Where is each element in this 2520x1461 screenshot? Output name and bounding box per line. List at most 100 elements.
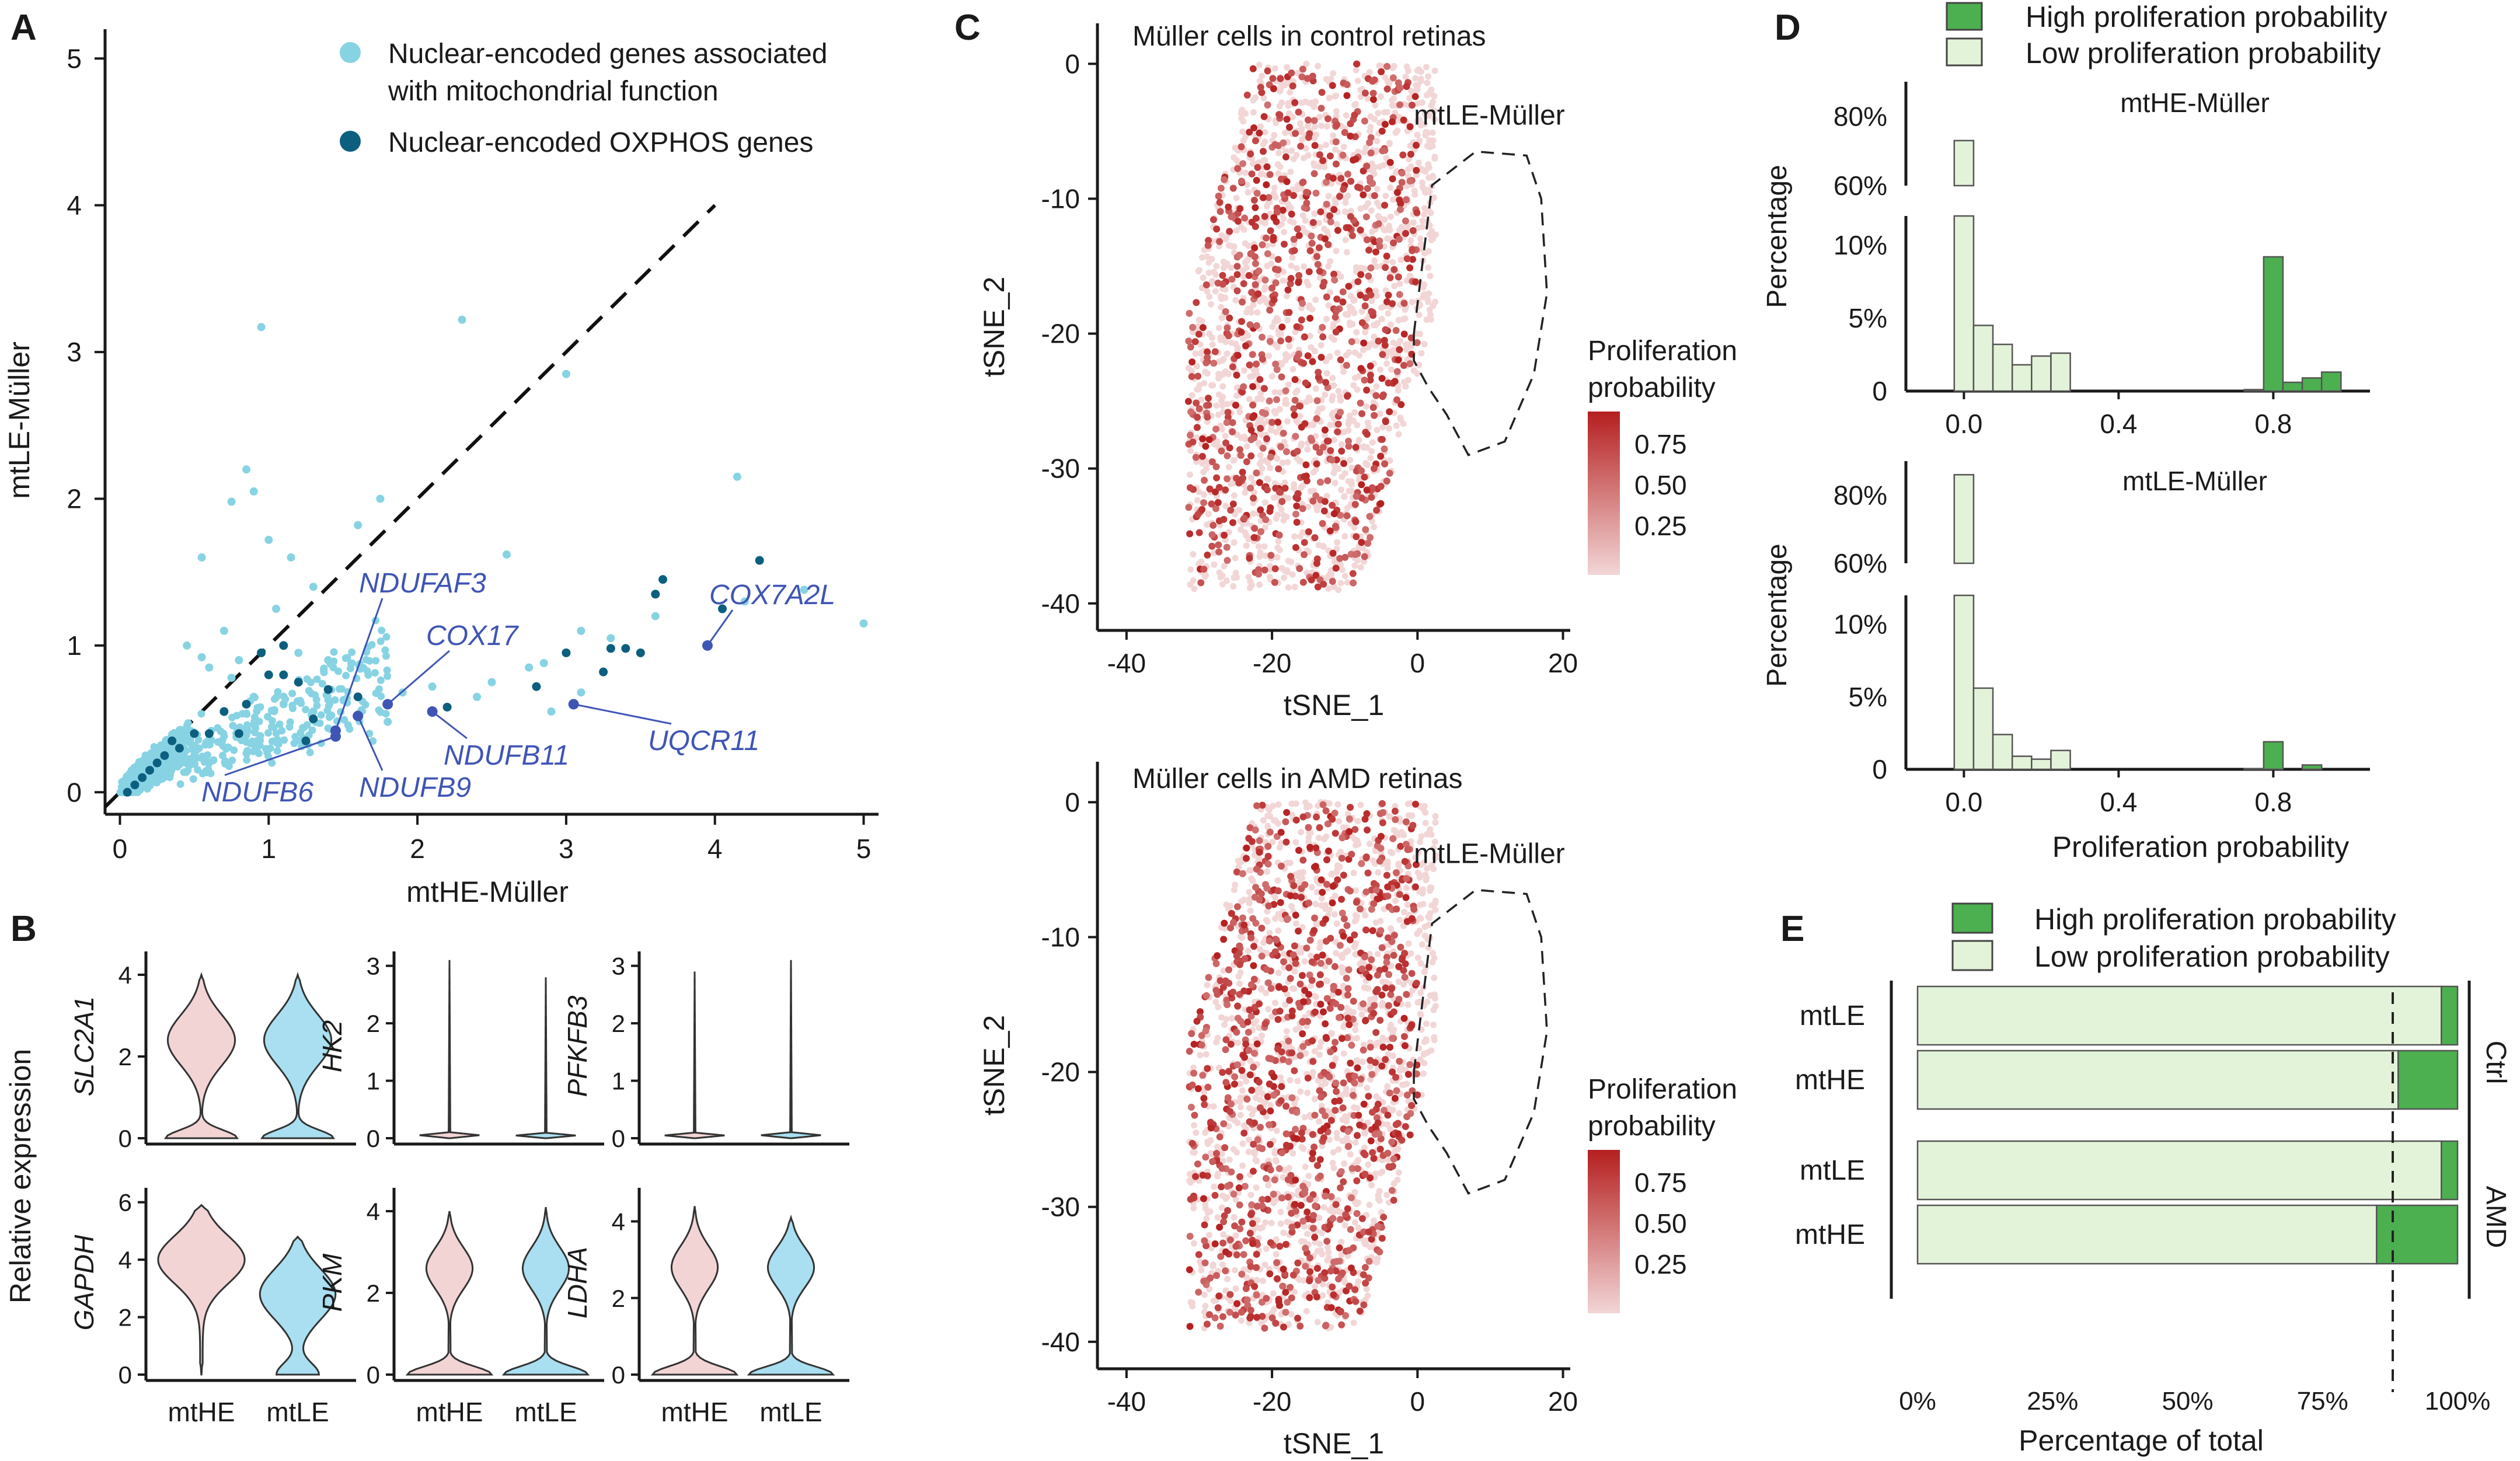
- c-cell-point-high: [1293, 354, 1301, 361]
- c-cell-point-high: [1337, 409, 1344, 416]
- c-cell-point: [1332, 479, 1339, 486]
- c-cell-point-high: [1253, 469, 1260, 477]
- c-cell-point: [1330, 336, 1337, 343]
- c-cell-point: [1243, 1078, 1250, 1085]
- a-y-tick-label: 2: [67, 483, 82, 514]
- c-cell-point-high: [1345, 437, 1353, 445]
- c-cell-point-high: [1271, 141, 1279, 148]
- c-cell-point: [1187, 447, 1194, 454]
- c-cell-point: [1392, 828, 1399, 835]
- c-cell-point: [1323, 370, 1330, 377]
- c-cell-point: [1200, 491, 1207, 498]
- c-cell-point-high: [1185, 504, 1193, 511]
- c-cell-point-high: [1204, 551, 1211, 559]
- c-cell-point-high: [1320, 580, 1327, 588]
- c-cell-point: [1411, 191, 1418, 198]
- c-cell-point-high: [1360, 191, 1367, 198]
- c-cell-point-high: [1284, 286, 1292, 294]
- c-cell-point-high: [1340, 186, 1347, 193]
- c-cell-point-high: [1267, 454, 1274, 461]
- b-group-label: mtLE: [759, 1397, 822, 1427]
- a-cloud-point: [251, 728, 259, 737]
- c-cell-point-high: [1291, 412, 1298, 419]
- c-cell-point: [1232, 297, 1239, 304]
- c-cell-point: [1231, 539, 1238, 546]
- c-cell-point: [1412, 75, 1419, 82]
- c-cell-point: [1332, 93, 1339, 100]
- a-cloud-point: [267, 723, 276, 731]
- c-cell-point: [1261, 286, 1268, 293]
- a-cloud-point: [229, 721, 237, 730]
- c-cell-point-high: [1246, 555, 1253, 562]
- c-cell-point-high: [1334, 428, 1341, 435]
- c-cell-point-high: [1299, 65, 1306, 73]
- c-cell-point-high: [1352, 444, 1360, 451]
- c-cell-point: [1342, 236, 1349, 243]
- b-violin-mtHE: [405, 1211, 494, 1376]
- c-cell-point: [1272, 194, 1279, 201]
- c-cell-point: [1190, 1240, 1197, 1247]
- c-cell-point: [1278, 565, 1285, 572]
- c-cell-point: [1353, 329, 1360, 336]
- c-cell-point: [1261, 543, 1268, 550]
- c-cell-point: [1264, 868, 1271, 875]
- c-cell-point-high: [1266, 306, 1274, 314]
- a-gene-label: COX7A2L: [709, 580, 835, 611]
- a-cloud-point: [369, 737, 377, 745]
- a-cloud-point: [382, 633, 391, 641]
- c-cell-point: [1285, 201, 1292, 208]
- c-cell-point-high: [1313, 397, 1321, 405]
- c-cell-point: [1351, 1219, 1358, 1226]
- a-legend-label-1a: Nuclear-encoded genes associated: [388, 39, 827, 69]
- c-cluster-label: mtLE-Müller: [1414, 100, 1565, 131]
- c-cell-point-high: [1228, 276, 1236, 283]
- c-cell-point: [1294, 1078, 1301, 1085]
- b-y-tick-label: 2: [118, 1043, 132, 1071]
- c-cell-point-high: [1351, 111, 1358, 119]
- c-cell-point-high: [1375, 220, 1382, 228]
- a-legend-marker-light: [340, 42, 361, 63]
- c-cell-point: [1418, 179, 1425, 186]
- c-cell-point-high: [1224, 452, 1231, 459]
- c-cell-point: [1420, 1070, 1427, 1077]
- c-cell-point: [1305, 152, 1312, 159]
- a-annotated-point: [568, 699, 579, 710]
- c-cell-point: [1372, 322, 1379, 329]
- c-cell-point: [1334, 539, 1341, 546]
- c-cell-point: [1315, 542, 1322, 549]
- c-cell-point: [1339, 473, 1346, 480]
- c-cell-point: [1361, 149, 1368, 156]
- c-cell-point: [1263, 989, 1270, 996]
- c-cell-point: [1221, 563, 1228, 570]
- c-cell-point-high: [1326, 212, 1334, 219]
- c-cell-point: [1419, 223, 1426, 230]
- b-violin-mtHE: [419, 960, 480, 1139]
- c-cell-point: [1294, 265, 1301, 272]
- c-cell-point: [1218, 232, 1225, 239]
- c-cell-point: [1312, 385, 1319, 392]
- c-cell-point-high: [1382, 418, 1389, 426]
- c-cell-point: [1197, 559, 1204, 566]
- a-point-mito: [257, 323, 266, 332]
- a-cloud-point: [276, 720, 284, 728]
- c-cell-point: [1204, 288, 1211, 295]
- c-cell-point: [1239, 1162, 1246, 1169]
- c-cell-point-high: [1222, 486, 1229, 494]
- b-gene-label: PFKFB3: [562, 995, 592, 1097]
- c-cell-point-high: [1210, 216, 1217, 224]
- a-point-oxphos: [175, 744, 184, 753]
- a-cloud-point: [189, 775, 197, 783]
- c-cell-point-high: [1403, 196, 1410, 204]
- c-cell-point-high: [1328, 456, 1336, 464]
- a-cloud-point: [382, 710, 390, 718]
- c-cell-point-high: [1367, 264, 1375, 272]
- c-cell-point-high: [1250, 494, 1257, 502]
- c-cell-point: [1190, 1122, 1197, 1129]
- a-cloud-point: [325, 702, 333, 710]
- c-cell-point-high: [1221, 176, 1228, 183]
- a-point-oxphos: [532, 682, 541, 691]
- a-cloud-point: [166, 773, 174, 782]
- c-colorbar-tick-label: 0.50: [1634, 470, 1687, 500]
- c-x-tick-label: 20: [1548, 648, 1578, 678]
- c-cell-point: [1392, 169, 1399, 176]
